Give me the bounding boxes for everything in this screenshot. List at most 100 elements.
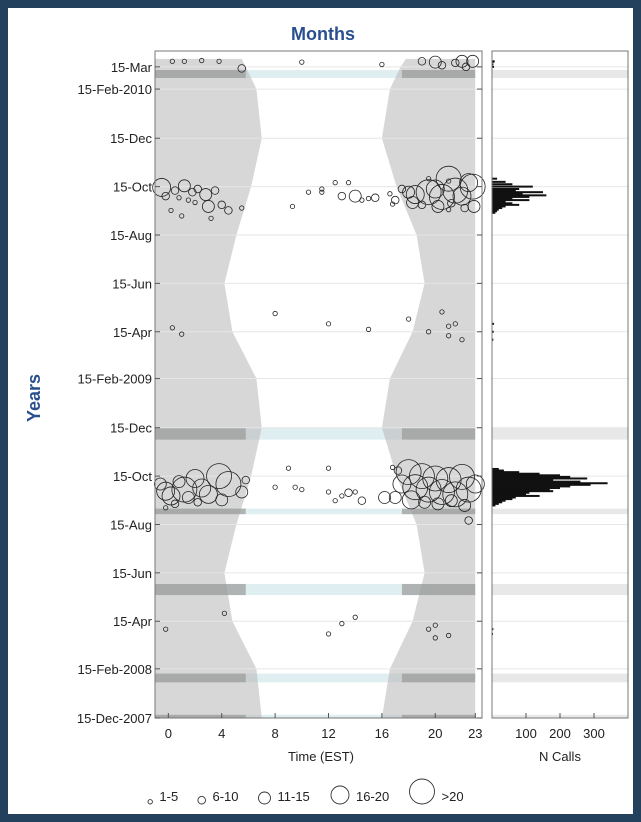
histogram-bar xyxy=(492,467,499,470)
detection-circle xyxy=(235,485,249,499)
detection-circle xyxy=(432,622,438,628)
no-effort-night-left xyxy=(155,673,246,683)
detection-circle xyxy=(210,186,220,195)
detection-circle xyxy=(459,337,465,343)
detection-circle xyxy=(179,331,185,337)
detection-circle xyxy=(431,497,445,511)
detection-circle xyxy=(365,326,372,332)
y-tick-label: 15-Feb-2010 xyxy=(78,82,152,97)
x-tick-label: 12 xyxy=(321,726,335,741)
detection-circle xyxy=(292,484,298,490)
detection-circle xyxy=(185,469,205,488)
detection-circle xyxy=(357,496,367,505)
detection-circle xyxy=(393,466,403,475)
post-23-strip xyxy=(475,51,482,718)
detection-circle xyxy=(442,481,469,508)
detection-circle xyxy=(402,474,429,501)
histogram-bar xyxy=(492,502,499,505)
histogram-bar xyxy=(492,189,516,192)
detection-circle xyxy=(446,333,452,339)
detection-circle xyxy=(345,180,352,186)
detection-circle xyxy=(392,474,412,494)
detection-circle xyxy=(161,191,170,201)
histogram-no-effort-band xyxy=(492,508,628,515)
detection-circle xyxy=(193,498,202,507)
histogram-frame xyxy=(491,50,629,719)
detection-circle xyxy=(449,463,475,490)
histogram-bar xyxy=(492,628,494,631)
y-tick-label: 15-Jun xyxy=(112,276,152,291)
x-tick-label: 0 xyxy=(165,726,172,741)
detection-circle xyxy=(337,191,347,201)
histogram-bar xyxy=(492,632,494,635)
detection-circle xyxy=(181,491,195,504)
no-effort-band xyxy=(155,673,482,683)
main-plot-area: 15-Mar 15-Feb-2010 15-Dec 15-Oct 15-Aug 15-Ju… xyxy=(77,50,486,764)
histogram-bar xyxy=(492,61,494,64)
detection-circle xyxy=(285,465,292,471)
no-effort-bands xyxy=(155,70,482,718)
detection-circle xyxy=(459,173,486,200)
no-effort-band xyxy=(155,427,482,440)
detection-circle xyxy=(170,186,180,195)
y-axis-ticks: 15-Mar 15-Feb-2010 15-Dec 15-Oct 15-Aug 15-Ju… xyxy=(77,60,482,726)
histogram-bar xyxy=(492,488,550,491)
detection-circle xyxy=(387,191,393,197)
histogram-bar xyxy=(492,485,571,488)
detection-circle xyxy=(221,610,228,616)
histogram-bar xyxy=(492,202,513,205)
chart-panel: Months Years 15-Mar 15-Feb-2010 15-Dec 15-O… xyxy=(8,8,633,814)
night-after-sunset xyxy=(381,58,476,719)
detection-circle xyxy=(439,309,445,315)
detection-circle xyxy=(461,62,471,72)
y-tick-label: 15-Aug xyxy=(110,228,152,243)
histogram-bar xyxy=(492,205,506,208)
legend-label: 11-15 xyxy=(278,789,310,804)
detection-circle xyxy=(185,197,191,203)
histogram-bar xyxy=(492,210,498,213)
detection-circle xyxy=(352,489,358,495)
detection-circle xyxy=(418,495,432,509)
detection-circle xyxy=(153,477,167,491)
histogram-bar xyxy=(492,65,495,68)
histogram-bar xyxy=(492,63,494,66)
detection-circle xyxy=(206,463,232,490)
detection-circle xyxy=(397,184,407,194)
detection-circle xyxy=(444,494,458,508)
no-effort-night-left xyxy=(155,70,246,78)
no-effort-night-left xyxy=(155,427,246,440)
detection-circle xyxy=(451,58,460,68)
histogram-bar xyxy=(492,322,495,325)
histogram-bar xyxy=(492,482,608,485)
detection-circle xyxy=(405,316,412,322)
detection-circle xyxy=(426,626,432,632)
histogram-bar xyxy=(492,477,588,480)
histogram-bar xyxy=(492,194,547,197)
detection-circle xyxy=(193,184,202,194)
histogram-bar xyxy=(492,471,520,474)
detection-circle xyxy=(415,179,442,206)
histogram-bar xyxy=(492,200,506,203)
histogram-plot-area: 100 200 300 N Calls xyxy=(491,50,629,764)
detection-circle xyxy=(405,185,425,204)
detection-circle xyxy=(458,499,472,512)
histogram-no-effort-band xyxy=(492,673,628,683)
detection-circle xyxy=(170,499,180,509)
chart-top-title: Months xyxy=(291,24,355,44)
y-tick-label: 15-Dec xyxy=(110,131,152,146)
detection-circle xyxy=(325,489,332,495)
histogram-x-tick-label: 300 xyxy=(583,726,605,741)
detection-circle xyxy=(237,64,246,73)
histogram-bar xyxy=(492,211,496,214)
detection-circle xyxy=(272,310,278,317)
detection-circle xyxy=(217,200,226,210)
detection-circle xyxy=(299,59,305,65)
x-axis-ticks: 0 4 8 12 16 20 23 xyxy=(165,713,483,741)
histogram-bar xyxy=(492,199,530,202)
histogram-bar xyxy=(492,188,520,190)
detection-circle xyxy=(176,195,182,201)
size-legend: 1-5 6-10 11-15 16-20 >20 xyxy=(147,778,464,805)
histogram-bar xyxy=(492,490,554,493)
detection-circle xyxy=(332,498,338,504)
detection-circle xyxy=(348,189,362,203)
